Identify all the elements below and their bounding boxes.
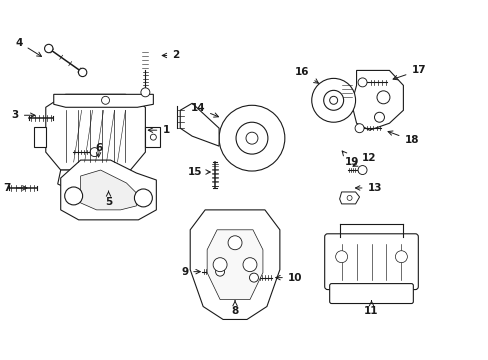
Circle shape [376, 91, 389, 104]
Text: 15: 15 [187, 167, 210, 177]
Circle shape [374, 112, 384, 122]
Text: 9: 9 [181, 267, 200, 276]
Circle shape [357, 166, 366, 175]
Circle shape [102, 96, 109, 104]
Circle shape [134, 189, 152, 207]
Polygon shape [207, 230, 263, 300]
Polygon shape [54, 94, 153, 107]
Circle shape [236, 122, 267, 154]
Polygon shape [190, 210, 279, 319]
Circle shape [215, 267, 224, 276]
Text: 12: 12 [352, 153, 375, 166]
Text: 5: 5 [105, 191, 112, 207]
Circle shape [354, 124, 363, 133]
Text: 7: 7 [3, 183, 27, 193]
Circle shape [243, 258, 256, 272]
Text: 17: 17 [392, 66, 425, 80]
Polygon shape [351, 71, 403, 130]
Text: 1: 1 [148, 125, 169, 135]
Circle shape [213, 258, 226, 272]
Text: 19: 19 [342, 151, 358, 167]
FancyBboxPatch shape [329, 284, 412, 303]
Text: 18: 18 [387, 131, 418, 145]
Circle shape [150, 134, 156, 140]
Text: 13: 13 [355, 183, 381, 193]
Polygon shape [46, 94, 145, 170]
Circle shape [323, 90, 343, 110]
Polygon shape [61, 160, 156, 220]
Polygon shape [339, 192, 359, 204]
Polygon shape [81, 170, 136, 210]
Polygon shape [58, 170, 133, 190]
Polygon shape [34, 127, 46, 147]
Text: 4: 4 [16, 37, 41, 57]
Text: 14: 14 [190, 103, 218, 117]
Text: 16: 16 [295, 67, 318, 83]
Text: 3: 3 [12, 110, 35, 120]
Text: 11: 11 [364, 301, 378, 316]
Text: 6: 6 [95, 143, 102, 157]
Circle shape [346, 195, 351, 201]
Circle shape [219, 105, 285, 171]
Polygon shape [180, 103, 219, 146]
Circle shape [64, 187, 82, 205]
Circle shape [249, 273, 258, 282]
Text: 10: 10 [275, 273, 302, 283]
Circle shape [311, 78, 355, 122]
Polygon shape [145, 127, 160, 147]
Circle shape [78, 68, 87, 77]
Text: 2: 2 [162, 50, 179, 60]
Circle shape [227, 236, 242, 250]
Circle shape [141, 88, 149, 97]
Circle shape [357, 78, 366, 87]
Circle shape [44, 44, 53, 53]
Circle shape [90, 148, 99, 157]
Circle shape [329, 96, 337, 104]
Circle shape [395, 251, 407, 263]
Text: 8: 8 [231, 301, 238, 316]
Circle shape [245, 132, 258, 144]
FancyBboxPatch shape [324, 234, 417, 289]
Circle shape [335, 251, 347, 263]
